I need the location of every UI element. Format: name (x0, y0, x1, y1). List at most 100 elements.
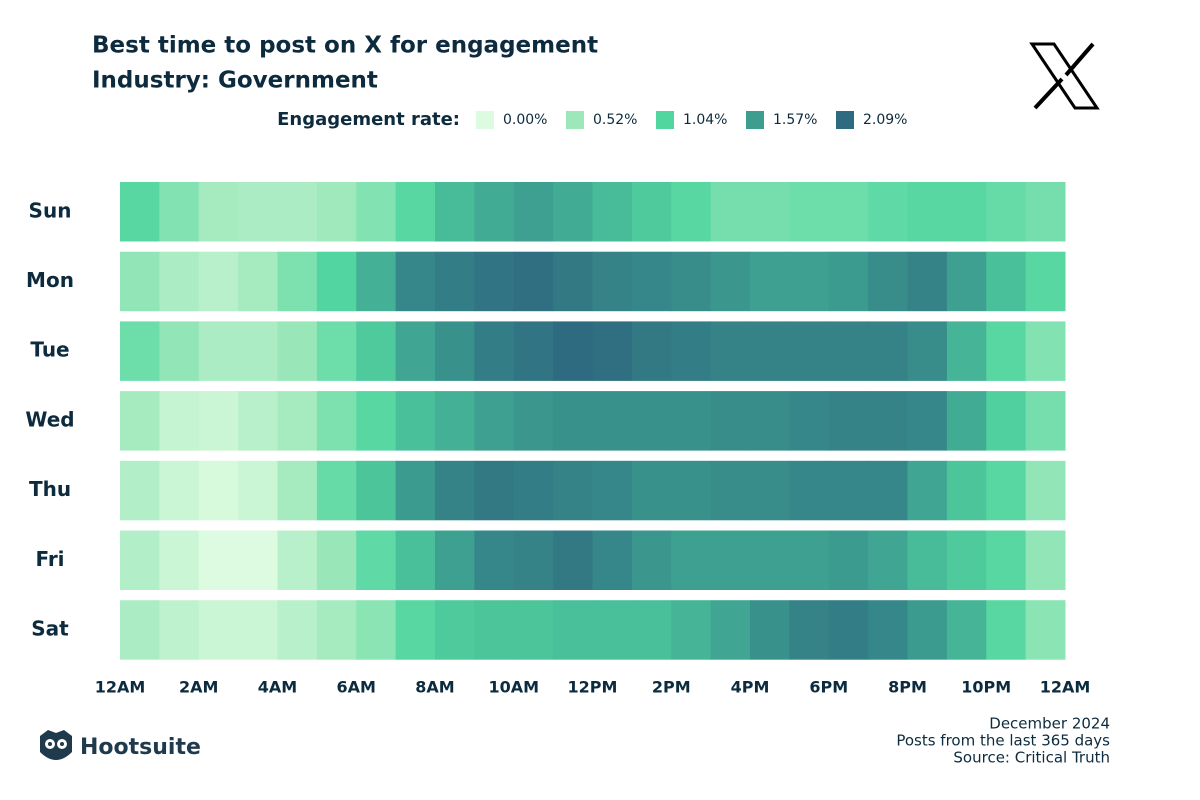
heat-cell (592, 600, 633, 660)
heat-cell (356, 391, 397, 451)
y-tick-label: Sun (29, 198, 72, 222)
y-tick-label: Thu (29, 477, 71, 501)
heat-cell (395, 321, 436, 381)
heat-cell (159, 391, 200, 451)
heat-cell (238, 391, 278, 451)
y-tick-label: Sat (31, 616, 69, 640)
heat-cell (316, 460, 357, 521)
heat-cell (159, 600, 200, 660)
heat-cell (316, 391, 357, 451)
heat-cell (513, 600, 554, 660)
y-tick-label: Tue (30, 338, 69, 362)
logo-text: Hootsuite (80, 735, 201, 760)
legend-swatch (836, 111, 854, 129)
heat-cell (750, 391, 790, 451)
heat-cell (553, 530, 593, 590)
heat-cell (986, 182, 1027, 242)
heat-cell (474, 530, 515, 590)
heat-cell (356, 600, 397, 660)
heat-cell (198, 321, 239, 381)
heat-cell (868, 530, 908, 590)
x-tick-label: 10AM (488, 678, 539, 697)
heat-cell (120, 530, 160, 590)
legend-swatch (746, 111, 764, 129)
heat-cell (946, 251, 987, 312)
legend-label: 1.57% (773, 112, 817, 128)
heat-cell (198, 182, 239, 242)
heat-cell (395, 460, 436, 521)
heat-cell (277, 391, 318, 451)
heat-cell (671, 321, 712, 381)
heat-cell (356, 460, 397, 521)
heat-cell (789, 600, 830, 660)
heat-cell (356, 321, 397, 381)
heat-cell (277, 600, 318, 660)
heat-cell (395, 182, 436, 242)
heat-cell (395, 251, 436, 312)
heat-cell (120, 460, 160, 521)
heat-cell (316, 530, 357, 590)
x-logo (1029, 42, 1100, 110)
heat-cell (631, 460, 672, 521)
heat-cell (986, 391, 1027, 451)
heat-cell (474, 321, 515, 381)
heat-cell (553, 321, 593, 381)
heat-cell (946, 391, 987, 451)
heat-cell (750, 460, 790, 521)
heat-cell (789, 391, 830, 451)
heat-cell (828, 460, 869, 521)
heat-cell (631, 530, 672, 590)
y-tick-label: Wed (25, 407, 74, 431)
x-tick-label: 12AM (95, 678, 146, 697)
heat-cell (1025, 460, 1066, 521)
heat-cell (907, 600, 948, 660)
heat-cell (513, 182, 554, 242)
heat-cell (868, 182, 908, 242)
heat-cell (946, 600, 987, 660)
y-tick-label: Fri (35, 547, 64, 571)
heat-cell (553, 391, 593, 451)
chart-subtitle: Industry: Government (92, 68, 378, 94)
heat-cell (513, 251, 554, 312)
heat-cell (592, 391, 633, 451)
heat-cell (198, 251, 239, 312)
heat-cell (592, 182, 633, 242)
heat-cell (356, 251, 397, 312)
heat-cell (907, 460, 948, 521)
heat-cell (750, 600, 790, 660)
chart-title: Best time to post on X for engagement (92, 33, 598, 59)
heat-cell (553, 251, 593, 312)
x-tick-label: 10PM (961, 678, 1011, 697)
heat-cell (395, 600, 436, 660)
heat-cell (986, 530, 1027, 590)
legend-label: 1.04% (683, 112, 727, 128)
heat-cell (907, 321, 948, 381)
heat-cell (238, 530, 278, 590)
legend-label: 2.09% (863, 112, 907, 128)
heat-cell (356, 530, 397, 590)
x-tick-label: 2AM (179, 678, 218, 697)
heat-cell (238, 182, 278, 242)
heat-cell (631, 391, 672, 451)
heat-cell (789, 251, 830, 312)
heat-cell (316, 321, 357, 381)
heat-cell (907, 391, 948, 451)
heat-cell (198, 460, 239, 521)
heat-cell (159, 530, 200, 590)
heat-cell (750, 182, 790, 242)
heat-cell (120, 321, 160, 381)
footer-line: Source: Critical Truth (953, 749, 1110, 767)
heat-cell (435, 391, 475, 451)
heat-cell (395, 391, 436, 451)
heat-cell (671, 391, 712, 451)
heat-cell (238, 460, 278, 521)
heat-cell (277, 251, 318, 312)
heat-cell (592, 530, 633, 590)
heat-cell (631, 321, 672, 381)
x-tick-label: 6PM (809, 678, 848, 697)
heat-cell (789, 530, 830, 590)
heat-cell (710, 391, 751, 451)
heat-cell (592, 251, 633, 312)
heat-cell (120, 182, 160, 242)
